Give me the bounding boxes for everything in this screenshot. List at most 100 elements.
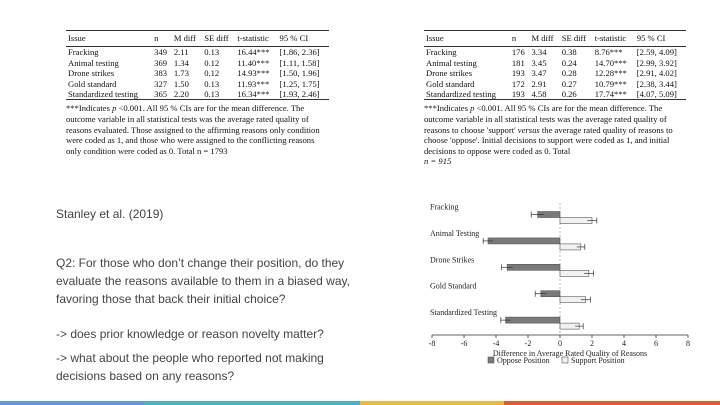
table-row: Gold standard 172 2.91 0.27 10.79*** [2.38, 3… [424,79,686,89]
col-header-ci: 95 % CI [277,30,329,48]
bullet-no-reasons: -> what about the people who reported no… [56,351,324,383]
category-label: Standardized Testing [430,308,497,317]
table-row: Standardized testing 365 2.20 0.13 16.34***[… [66,89,329,101]
legend-label: Support Position [571,356,625,365]
table-cell: Fracking [426,47,457,58]
table-cell: [1.86, 2.36] [279,47,320,58]
table-cell: 383 [154,68,168,79]
table-row: Animal testing 369 1.34 0.12 11.40*** [1.11, … [66,58,329,68]
table-cell: Fracking [68,47,99,58]
right-table-body: Fracking 176 3.34 0.38 8.76*** [2.59, 4.09] An… [424,47,686,101]
category-label: Gold Standard [430,282,476,291]
table-cell: Standardized testing [424,89,510,101]
table-cell: 172 [511,78,525,89]
table-cell: [4.07, 5.09] [634,89,686,101]
left-table-body: Fracking 349 2.11 0.13 16.44*** [1.86, 2.36] A… [66,47,329,101]
table-cell: 0.12 [204,68,220,79]
col-header-ci: 95 % CI [634,30,686,48]
x-tick-label: -4 [493,339,500,348]
x-tick-label: 6 [654,339,658,348]
col-header-n: n [152,30,172,48]
table-cell: [2.99, 3.92] [636,57,677,68]
table-cell: 1.73 [173,68,189,79]
color-bar-segment [360,401,504,405]
category-label: Animal Testing [430,229,479,238]
table-cell: 181 [511,57,525,68]
x-axis-label: Difference in Average Rated Quality of R… [493,349,647,358]
table-cell: 0.27 [561,78,577,89]
right-table-note: ***Indicates p <0.001. All 95 % CIs are … [424,103,673,167]
table-cell: 16.34*** [235,89,278,101]
right-results-table: Issue n M diff SE diff t-statistic 95 % … [424,30,686,198]
table-cell: 3.34 [531,47,547,58]
oppose-bar [506,264,561,271]
table-cell: 12.28*** [594,68,627,79]
table-cell: 0.38 [561,47,577,58]
difference-bar-chart: -8 -6 -4 -2 0 2 4 6 8 Difference in Average Rated… [429,203,690,365]
table-cell: Standardized testing [66,89,153,101]
table-cell: 11.40*** [237,57,270,68]
col-header-mdiff: M diff [171,30,203,48]
table-cell: Gold standard [426,78,475,89]
color-bar-segment [504,401,720,405]
table-cell: 1.50 [173,78,189,89]
col-header-sediff: SE diff [202,30,236,48]
table-cell: 0.13 [204,47,220,58]
table-cell: Drone strikes [426,68,473,79]
x-tick-label: 2 [590,339,594,348]
table-cell: 176 [511,47,525,58]
table-cell: [1.11, 1.58] [279,57,320,68]
legend-swatch [487,356,495,364]
bullet-prior-knowledge: -> does prior knowledge or reason novelt… [56,327,324,341]
x-tick-label: 8 [686,339,690,348]
table-cell: 14.70*** [594,57,627,68]
table-cell: 3.47 [531,68,547,79]
x-tick-label: -8 [429,339,436,348]
table-cell: 14.93*** [237,68,270,79]
table-cell: 0.12 [204,57,220,68]
table-cell: [2.91, 4.02] [636,68,677,79]
table-cell: 17.74*** [592,89,635,101]
table-cell: 0.28 [561,68,577,79]
col-header-issue: Issue [66,30,153,48]
table-cell: 369 [154,57,168,68]
table-cell: [1.93, 2.46] [277,89,329,101]
x-tick-label: 0 [558,339,562,348]
table-cell: Animal testing [426,57,477,68]
category-label: Fracking [430,203,458,212]
col-header-n: n [509,30,530,48]
col-header-tstat: t-statistic [592,30,635,48]
col-header-mdiff: M diff [529,30,560,48]
table-cell: 349 [154,47,168,58]
table-cell: 3.45 [531,57,547,68]
table-cell: 0.13 [202,89,236,101]
table-cell: 2.11 [173,47,189,58]
table-cell: 365 [152,89,172,101]
table-cell: 1.34 [173,57,189,68]
x-tick-label: -2 [525,339,532,348]
table-cell: [2.59, 4.09] [636,47,677,58]
table-cell: 0.24 [561,57,577,68]
table-row: Fracking 349 2.11 0.13 16.44*** [1.86, 2.36] [66,47,329,58]
table-cell: 2.20 [171,89,203,101]
col-header-issue: Issue [424,30,510,48]
table-row: Fracking 176 3.34 0.38 8.76*** [2.59, 4.09] [424,47,686,58]
table-row: Standardized testing 193 4.58 0.26 17.74***[… [424,89,686,101]
table-row: Drone strikes 383 1.73 0.12 14.93*** [1.50, 1… [66,68,329,78]
table-cell: [1.25, 1.75] [279,78,320,89]
table-cell: Animal testing [68,57,119,68]
col-header-tstat: t-statistic [235,30,278,48]
color-bar-segment [0,401,44,405]
left-results-table: Issue n M diff SE diff t-statistic 95 % … [66,30,329,182]
color-bar-segment [144,401,360,405]
bottom-color-bar [0,401,720,405]
table-cell: 11.93*** [237,78,270,89]
table-cell: 0.13 [204,78,220,89]
table-cell: [1.50, 1.96] [279,68,320,79]
table-cell: 8.76*** [594,47,623,58]
table-cell: 327 [154,78,168,89]
question-text: Q2: For those who don’t change their pos… [56,256,350,306]
legend-label: Oppose Position [497,356,550,365]
table-cell: 10.79*** [594,78,627,89]
table-cell: Gold standard [68,78,117,89]
